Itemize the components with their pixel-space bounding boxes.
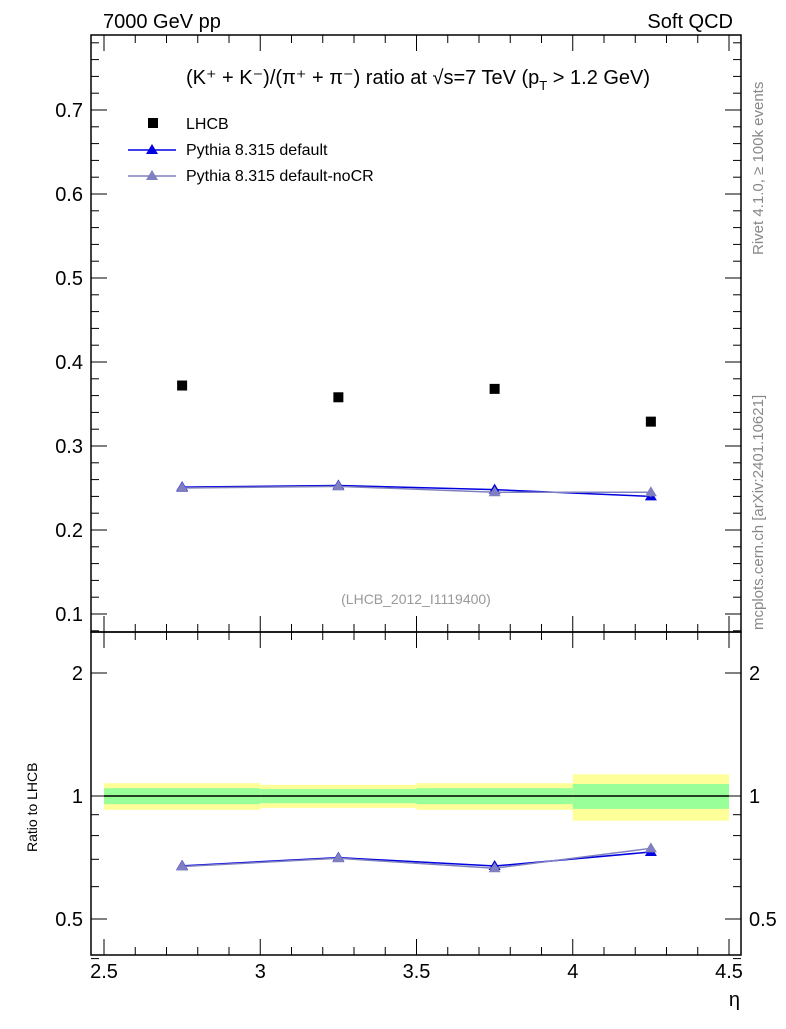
- y-tick-label: 0.6: [55, 184, 83, 206]
- lhcb-data-point: [489, 383, 500, 394]
- legend-label-nocr: Pythia 8.315 default-noCR: [186, 168, 374, 185]
- x-tick-label: 3.5: [403, 961, 431, 983]
- ratio-point-2: [332, 852, 345, 863]
- chart-marks: [176, 380, 657, 873]
- y-tick-label: 0.7: [55, 100, 83, 122]
- legend: LHCB Pythia 8.315 default Pythia 8.315 d…: [128, 116, 374, 185]
- legend-label-default: Pythia 8.315 default: [186, 142, 328, 159]
- analysis-label: (LHCB_2012_I1119400): [341, 591, 491, 607]
- y-tick-label: 0.4: [55, 352, 83, 374]
- axes: 0.1 0.2 0.3 0.4 0.5 0.6 0.7 0.5 0.5 1 1 2 2 2.5 3 3.5 4 4…: [55, 34, 777, 983]
- legend-label-lhcb: LHCB: [186, 116, 229, 133]
- legend-marker-default: [146, 144, 158, 154]
- ratio-tick-label-right: 0.5: [749, 909, 777, 931]
- header-right: Soft QCD: [647, 11, 733, 33]
- y-tick-label: 0.5: [55, 268, 83, 290]
- legend-marker-nocr: [146, 170, 158, 180]
- series-point-2: [488, 486, 501, 497]
- series-line-1: [182, 484, 651, 498]
- ratio-tick-label: 0.5: [55, 909, 83, 931]
- ratio-point-2: [176, 860, 189, 871]
- x-tick-label: 4.5: [715, 961, 743, 983]
- legend-marker-lhcb: [148, 118, 158, 128]
- ratio-point-2: [488, 862, 501, 873]
- ratio-line-2: [182, 847, 651, 869]
- lhcb-data-point: [177, 380, 188, 391]
- ratio-tick-label-right: 1: [749, 786, 760, 808]
- x-tick-label: 4: [567, 961, 578, 983]
- x-tick-label: 3: [255, 961, 266, 983]
- ratio-tick-label-right: 2: [749, 663, 760, 685]
- ratio-tick-label: 2: [72, 663, 83, 685]
- y-tick-label: 0.3: [55, 436, 83, 458]
- x-axis-label: η: [729, 989, 740, 1011]
- rivet-label: Rivet 4.1.0, ≥ 100k events: [750, 82, 767, 255]
- series-point-2: [644, 486, 657, 497]
- header-left: 7000 GeV pp: [103, 11, 221, 33]
- lhcb-data-point: [333, 392, 344, 403]
- y-tick-label: 0.1: [55, 604, 83, 626]
- ratio-point-2: [644, 842, 657, 853]
- mcplots-label: mcplots.cern.ch [arXiv:2401.10621]: [750, 395, 767, 630]
- ratio-bands: [104, 774, 729, 821]
- y-tick-label: 0.2: [55, 520, 83, 542]
- ratio-ylabel: Ratio to LHCB: [24, 763, 40, 852]
- series-point-2: [176, 482, 189, 492]
- ratio-tick-label: 1: [72, 786, 83, 808]
- x-tick-label: 2.5: [90, 961, 118, 983]
- series-line-2: [182, 485, 651, 493]
- chart-title: (K⁺ + K⁻)/(π⁺ + π⁻) ratio at √s=7 TeV (p…: [186, 67, 650, 93]
- series-point-2: [332, 480, 345, 491]
- lhcb-data-point: [645, 416, 656, 427]
